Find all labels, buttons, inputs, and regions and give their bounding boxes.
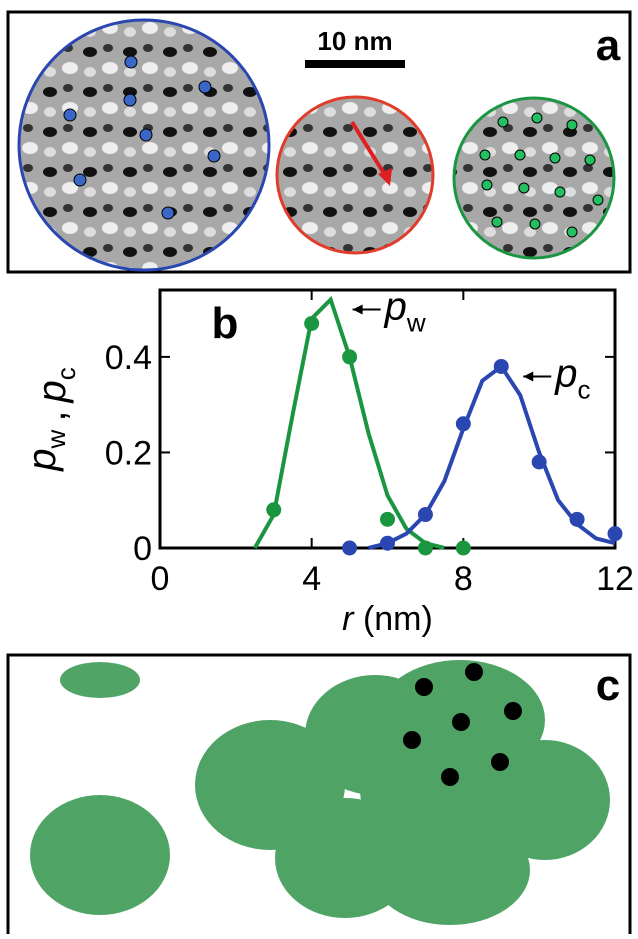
data-point	[455, 540, 471, 556]
y-label-part: p	[30, 380, 74, 403]
panel-label: a	[596, 21, 621, 70]
x-axis-label: r (nm)	[342, 600, 433, 638]
y-label-sub: c	[51, 367, 81, 380]
data-point	[455, 416, 471, 432]
annotation-var: p	[384, 285, 407, 329]
image-red	[275, 95, 435, 255]
y-tick-label: 0	[133, 530, 152, 568]
y-label-part: p	[20, 448, 64, 471]
x-tick-label: 8	[454, 560, 473, 598]
panel-label: c	[596, 661, 620, 710]
x-label-sep	[353, 600, 362, 638]
scale-bar	[305, 60, 405, 68]
green-dots	[479, 112, 604, 238]
x-label-unit: (nm)	[363, 600, 433, 638]
scale-bar-label: 10 nm	[317, 26, 392, 56]
data-point	[569, 511, 585, 527]
data-point	[342, 349, 358, 365]
panel-label: b	[212, 299, 239, 348]
annotation-sub: c	[578, 374, 591, 404]
arrow	[350, 120, 390, 182]
data-point	[342, 540, 358, 556]
x-tick-label: 0	[151, 560, 170, 598]
data-point	[380, 511, 395, 527]
data-point	[380, 535, 395, 551]
image-blue	[17, 18, 271, 272]
y-label-part: ,	[30, 411, 74, 422]
annotation-arrowhead	[523, 371, 534, 382]
molecules	[30, 660, 610, 925]
x-label-var: r	[342, 600, 355, 638]
annotation-var: p	[554, 351, 577, 395]
data-point	[417, 507, 433, 523]
data-point	[607, 526, 623, 542]
x-tick-label: 12	[596, 560, 634, 598]
y-label-sub: w	[41, 429, 71, 449]
annotation-arrowhead	[352, 304, 363, 315]
y-tick-label: 0.4	[105, 339, 152, 377]
annotation: pc	[554, 351, 590, 404]
data-point	[531, 454, 547, 470]
y-tick-label: 0.2	[105, 434, 152, 472]
data-point	[417, 540, 433, 556]
blue-dots	[63, 55, 221, 220]
annotation: pw	[384, 285, 426, 338]
arrow-head	[378, 168, 392, 186]
black-dots	[403, 663, 522, 786]
data-point	[266, 502, 282, 518]
x-tick-label: 4	[302, 560, 321, 598]
data-point	[304, 315, 320, 331]
y-axis-label: pw,pc	[20, 367, 81, 471]
annotation-sub: w	[406, 308, 426, 338]
data-point	[493, 358, 509, 374]
